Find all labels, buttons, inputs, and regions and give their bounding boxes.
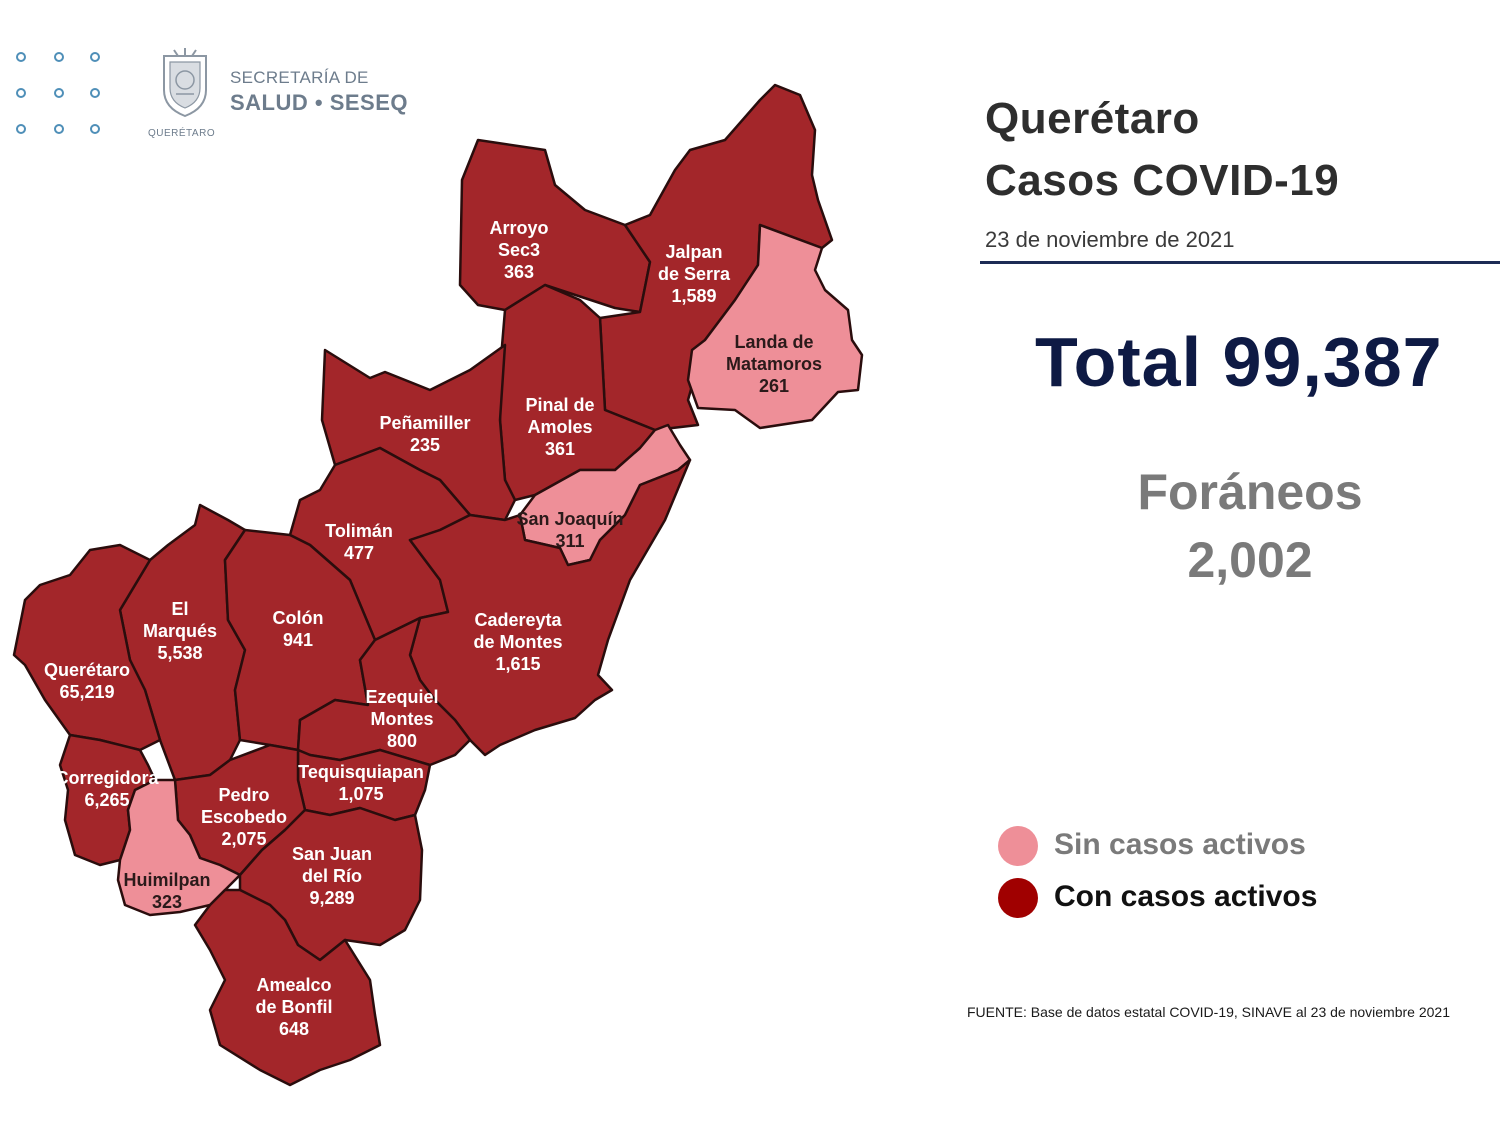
map-label-line: Pinal de	[525, 395, 594, 415]
map-label-line: Peñamiller	[379, 413, 470, 433]
decorative-dot-grid	[14, 48, 104, 138]
title-line-1: Querétaro	[985, 94, 1200, 143]
label-el-marques: El Marqués 5,538	[143, 599, 217, 663]
map-label-line: Corregidora	[55, 768, 159, 788]
label-penamiller: Peñamiller 235	[379, 413, 470, 455]
label-pedro-escobedo: Pedro Escobedo 2,075	[201, 785, 287, 849]
logo-secretaria-text: SECRETARÍA DE	[230, 68, 369, 87]
map-label-line: de Montes	[473, 632, 562, 652]
label-queretaro: Querétaro 65,219	[44, 660, 130, 702]
map-label-line: Montes	[371, 709, 434, 729]
logo-queretaro-text: QUERÉTARO	[148, 128, 216, 139]
label-ezequiel-montes: Ezequiel Montes 800	[365, 687, 438, 751]
queretaro-municipality-map: Arroyo Sec3 363 Jalpan de Serra 1,589 Landa …	[12, 83, 864, 1087]
map-label-line: Jalpan	[665, 242, 722, 262]
map-label-line: Marqués	[143, 621, 217, 641]
municipality-landa-de-matamoros	[686, 223, 864, 430]
legend-swatch-inactive	[998, 826, 1038, 866]
map-label-line: Pedro	[218, 785, 269, 805]
map-label-line: Amealco	[256, 975, 331, 995]
map-label-line: 5,538	[157, 643, 202, 663]
map-label-line: de Serra	[658, 264, 731, 284]
legend-label-inactive: Sin casos activos	[1054, 828, 1306, 861]
map-label-line: Matamoros	[726, 354, 822, 374]
map-label-line: Arroyo	[489, 218, 548, 238]
legend-label-active: Con casos activos	[1054, 880, 1318, 913]
map-label-line: Sec3	[498, 240, 540, 260]
page-title: Querétaro Casos COVID-19	[985, 88, 1339, 212]
label-arroyo-seco: Arroyo Sec3 363	[489, 218, 548, 282]
map-label-line: 6,265	[84, 790, 129, 810]
map-label-line: Amoles	[527, 417, 592, 437]
map-label-line: 363	[504, 262, 534, 282]
municipality-arroyo-seco	[458, 138, 652, 314]
map-label-line: Querétaro	[44, 660, 130, 680]
map-label-line: 1,075	[338, 784, 383, 804]
map-label-line: 235	[410, 435, 440, 455]
map-label-line: El	[171, 599, 188, 619]
label-colon: Colón 941	[273, 608, 324, 650]
map-label-line: Landa de	[734, 332, 813, 352]
map-label-line: 311	[555, 531, 584, 551]
report-date: 23 de noviembre de 2021	[985, 227, 1235, 252]
foraneos-label: Foráneos	[1137, 464, 1363, 520]
label-amealco-de-bonfil: Amealco de Bonfil 648	[256, 975, 333, 1039]
logo-salud-seseq-text: SALUD • SESEQ	[230, 90, 409, 115]
label-toliman: Tolimán 477	[325, 521, 393, 563]
label-cadereyta-de-montes: Cadereyta de Montes 1,615	[473, 610, 562, 674]
map-label-line: Ezequiel	[365, 687, 438, 707]
map-label-line: San Joaquín	[516, 509, 623, 529]
foraneos-block: Foráneos 2,002	[1100, 458, 1400, 594]
map-label-line: 1,589	[671, 286, 716, 306]
foraneos-value: 2,002	[1187, 532, 1313, 588]
map-label-line: 941	[283, 630, 313, 650]
map-label-line: 800	[387, 731, 417, 751]
label-jalpan-de-serra: Jalpan de Serra 1,589	[658, 242, 731, 306]
map-label-line: Escobedo	[201, 807, 287, 827]
map-label-line: 65,219	[59, 682, 114, 702]
map-label-line: de Bonfil	[256, 997, 333, 1017]
map-label-line: 2,075	[221, 829, 266, 849]
label-corregidora: Corregidora 6,265	[55, 768, 159, 810]
label-pinal-de-amoles: Pinal de Amoles 361	[525, 395, 594, 459]
map-label-line: Cadereyta	[474, 610, 562, 630]
map-label-line: 261	[759, 376, 789, 396]
map-label-line: Huimilpan	[123, 870, 210, 890]
map-label-line: San Juan	[292, 844, 372, 864]
map-label-line: 648	[279, 1019, 309, 1039]
label-san-juan-del-rio: San Juan del Río 9,289	[292, 844, 372, 908]
map-label-line: Colón	[273, 608, 324, 628]
title-divider	[980, 261, 1500, 264]
seseq-logo: SECRETARÍA DE SALUD • SESEQ QUERÉTARO	[146, 44, 446, 144]
map-label-line: 477	[344, 543, 374, 563]
label-landa-de-matamoros: Landa de Matamoros 261	[726, 332, 822, 396]
map-label-line: 1,615	[495, 654, 540, 674]
municipality-amealco-de-bonfil	[193, 888, 382, 1087]
map-label-line: del Río	[302, 866, 362, 886]
title-line-2: Casos COVID-19	[985, 156, 1340, 205]
legend-swatch-active	[998, 878, 1038, 918]
label-san-joaquin: San Joaquín 311	[516, 509, 623, 551]
label-huimilpan: Huimilpan 323	[123, 870, 210, 912]
total-cases: Total 99,387	[1035, 323, 1443, 401]
state-seal-icon	[163, 48, 207, 118]
map-label-line: 323	[152, 892, 182, 912]
data-source-note: FUENTE: Base de datos estatal COVID-19, …	[967, 1004, 1450, 1020]
map-label-line: Tequisquiapan	[298, 762, 424, 782]
map-label-line: Tolimán	[325, 521, 393, 541]
municipality-queretaro	[12, 543, 162, 752]
map-label-line: 9,289	[309, 888, 354, 908]
map-label-line: 361	[545, 439, 575, 459]
label-tequisquiapan: Tequisquiapan 1,075	[298, 762, 424, 804]
